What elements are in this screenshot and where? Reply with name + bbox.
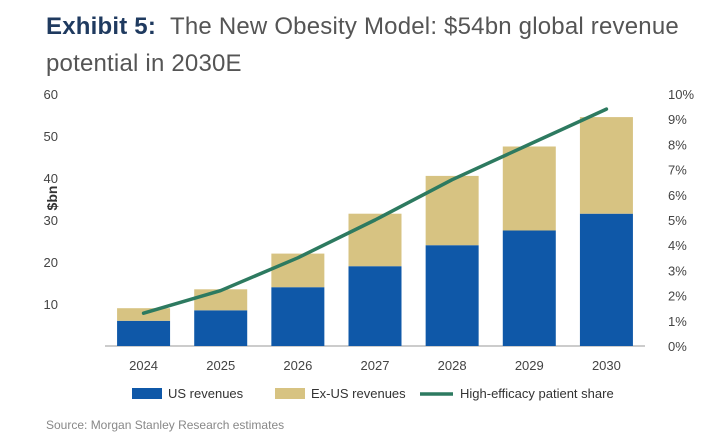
legend-ex-us-revenues-label: Ex-US revenues: [311, 386, 406, 401]
x-tick-label: 2025: [206, 358, 235, 373]
exhibit-label: Exhibit 5:: [46, 13, 157, 40]
y2-tick-label: 0%: [668, 339, 687, 354]
source-note: Source: Morgan Stanley Research estimate…: [46, 418, 285, 432]
bar-ex-us-revenues: [425, 175, 479, 246]
bar-us-revenues: [194, 310, 248, 346]
x-tick-label: 2028: [438, 358, 467, 373]
y2-tick-label: 7%: [668, 163, 687, 178]
x-tick-label: 2026: [283, 358, 312, 373]
y2-tick-label: 5%: [668, 213, 687, 228]
x-tick-label: 2027: [361, 358, 390, 373]
y2-tick-label: 2%: [668, 289, 687, 304]
x-tick-label: 2029: [515, 358, 544, 373]
x-tick-label: 2030: [592, 358, 621, 373]
y2-tick-label: 10%: [668, 87, 694, 102]
legend-us-revenues-label: US revenues: [168, 386, 244, 401]
bar-us-revenues: [117, 320, 171, 346]
y-tick-label: 60: [44, 87, 58, 102]
legend-us-revenues-swatch: [132, 388, 162, 399]
chart-title: Exhibit 5: The New Obesity Model: $54bn g…: [46, 8, 696, 82]
y2-tick-label: 1%: [668, 314, 687, 329]
legend-high-efficacy-share-label: High-efficacy patient share: [460, 386, 614, 401]
bar-us-revenues: [579, 213, 633, 346]
bar-us-revenues: [425, 245, 479, 346]
y-tick-label: 50: [44, 129, 58, 144]
y-axis-label: $bn: [44, 186, 60, 211]
y-tick-label: 40: [44, 171, 58, 186]
y2-tick-label: 3%: [668, 263, 687, 278]
y2-tick-label: 8%: [668, 137, 687, 152]
bar-us-revenues: [502, 230, 556, 346]
x-tick-label: 2024: [129, 358, 158, 373]
bar-ex-us-revenues: [348, 213, 402, 267]
title-text: The New Obesity Model: $54bn global reve…: [46, 13, 679, 77]
bar-ex-us-revenues: [579, 117, 633, 214]
y-tick-label: 30: [44, 213, 58, 228]
y2-tick-label: 6%: [668, 188, 687, 203]
y-tick-label: 20: [44, 255, 58, 270]
bar-us-revenues: [348, 266, 402, 346]
bar-ex-us-revenues: [194, 289, 248, 311]
bar-us-revenues: [271, 287, 325, 346]
y-tick-label: 10: [44, 297, 58, 312]
line-high-efficacy-share: [141, 107, 609, 315]
bar-ex-us-revenues: [502, 146, 556, 231]
y2-tick-label: 9%: [668, 112, 687, 127]
y2-tick-label: 4%: [668, 238, 687, 253]
legend-ex-us-revenues-swatch: [275, 388, 305, 399]
